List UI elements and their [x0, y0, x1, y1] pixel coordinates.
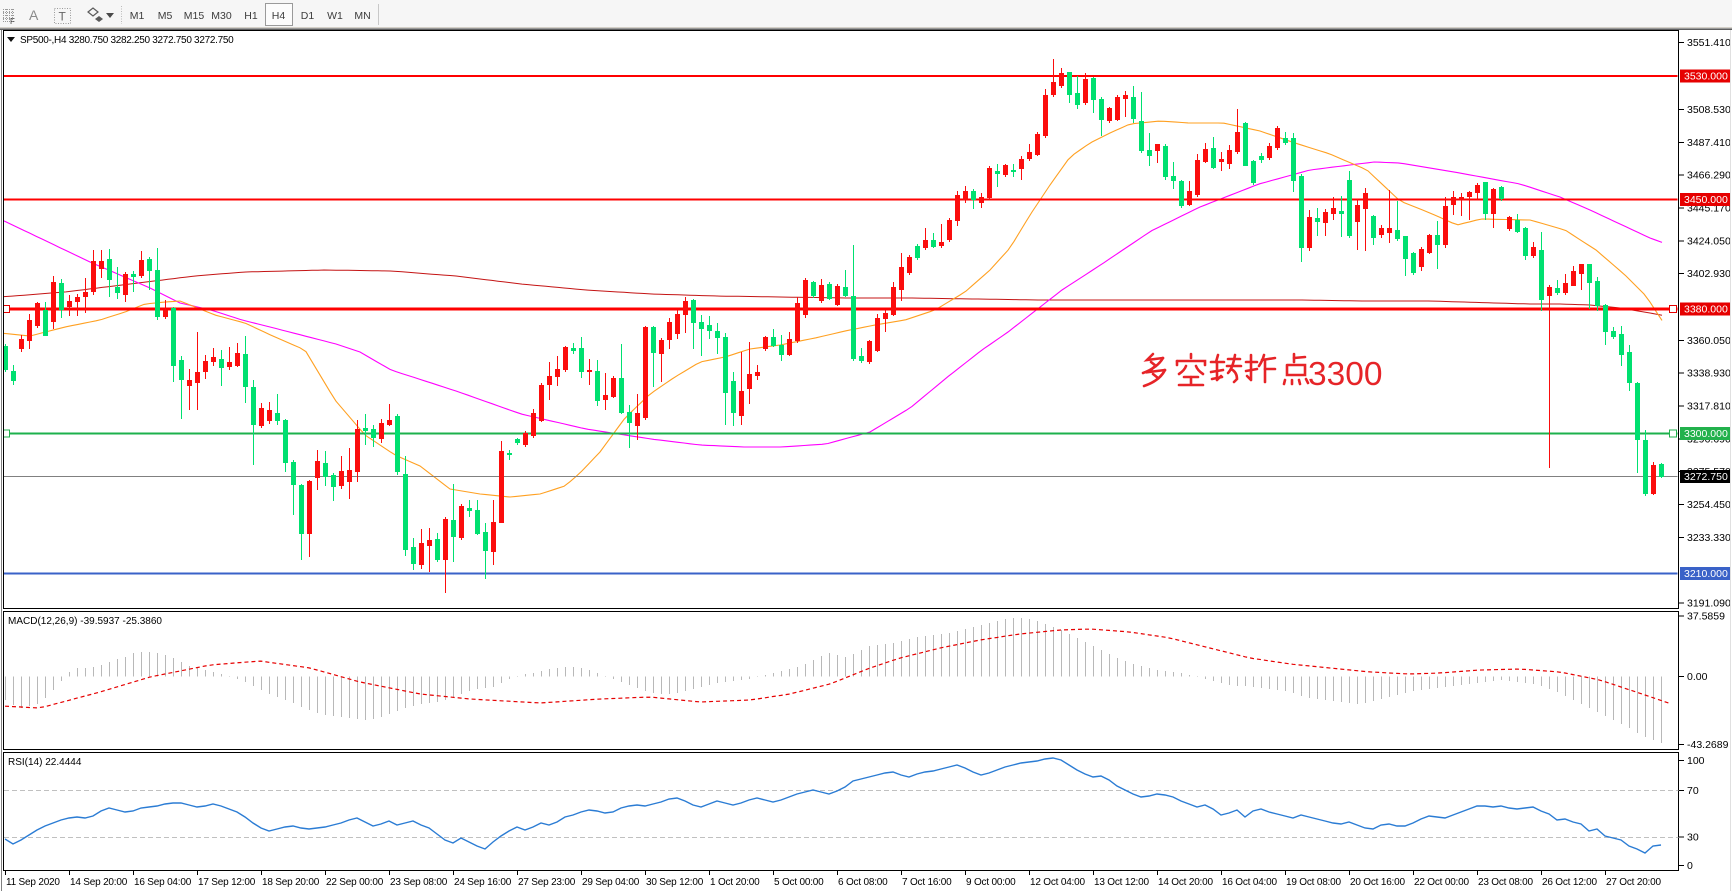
- svg-text:SP500-,H4 3280.750 3282.250 3: SP500-,H4 3280.750 3282.250 3272.750 327…: [20, 35, 234, 46]
- svg-text:3210.000: 3210.000: [1684, 568, 1728, 580]
- svg-text:16 Sep 04:00: 16 Sep 04:00: [134, 877, 192, 888]
- svg-text:27 Sep 23:00: 27 Sep 23:00: [518, 877, 576, 888]
- svg-text:3508.530: 3508.530: [1687, 104, 1731, 116]
- svg-text:3317.810: 3317.810: [1687, 401, 1731, 413]
- svg-text:23 Sep 08:00: 23 Sep 08:00: [390, 877, 448, 888]
- svg-text:H4: H4: [272, 10, 286, 22]
- svg-text:H1: H1: [244, 10, 258, 22]
- svg-text:20 Oct 16:00: 20 Oct 16:00: [1350, 877, 1405, 888]
- svg-text:M15: M15: [184, 10, 205, 22]
- svg-text:D1: D1: [301, 10, 315, 22]
- svg-text:W1: W1: [327, 10, 343, 22]
- svg-text:16 Oct 04:00: 16 Oct 04:00: [1222, 877, 1277, 888]
- svg-text:3300: 3300: [1308, 356, 1383, 393]
- svg-text:3402.930: 3402.930: [1687, 268, 1731, 280]
- svg-text:12 Oct 04:00: 12 Oct 04:00: [1030, 877, 1085, 888]
- svg-text:30: 30: [1687, 832, 1699, 844]
- svg-text:M5: M5: [158, 10, 173, 22]
- svg-text:3450.000: 3450.000: [1684, 194, 1728, 206]
- svg-text:3191.090: 3191.090: [1687, 598, 1731, 610]
- svg-text:3487.410: 3487.410: [1687, 137, 1731, 149]
- svg-text:RSI(14) 22.4444: RSI(14) 22.4444: [8, 757, 82, 768]
- svg-text:-43.2689: -43.2689: [1687, 739, 1729, 751]
- svg-text:0: 0: [1687, 860, 1693, 872]
- svg-text:13 Oct 12:00: 13 Oct 12:00: [1094, 877, 1149, 888]
- svg-text:9 Oct 00:00: 9 Oct 00:00: [966, 877, 1016, 888]
- svg-text:26 Oct 12:00: 26 Oct 12:00: [1542, 877, 1597, 888]
- svg-text:3300.000: 3300.000: [1684, 428, 1728, 440]
- svg-text:11 Sep 2020: 11 Sep 2020: [6, 877, 60, 888]
- svg-text:MN: MN: [354, 10, 370, 22]
- svg-text:3272.750: 3272.750: [1684, 471, 1728, 483]
- svg-text:100: 100: [1687, 755, 1705, 767]
- svg-text:14 Sep 20:00: 14 Sep 20:00: [70, 877, 128, 888]
- svg-text:F: F: [10, 17, 15, 26]
- svg-text:22 Oct 00:00: 22 Oct 00:00: [1414, 877, 1469, 888]
- svg-text:0.00: 0.00: [1687, 671, 1708, 683]
- svg-text:T: T: [59, 10, 67, 24]
- svg-text:37.5859: 37.5859: [1687, 611, 1725, 623]
- svg-text:17 Sep 12:00: 17 Sep 12:00: [198, 877, 256, 888]
- svg-text:18 Sep 20:00: 18 Sep 20:00: [262, 877, 320, 888]
- svg-text:3380.000: 3380.000: [1684, 304, 1728, 316]
- svg-text:A: A: [29, 7, 39, 23]
- svg-text:22 Sep 00:00: 22 Sep 00:00: [326, 877, 384, 888]
- svg-text:30 Sep 12:00: 30 Sep 12:00: [646, 877, 704, 888]
- svg-text:3360.050: 3360.050: [1687, 335, 1731, 347]
- svg-text:3424.050: 3424.050: [1687, 235, 1731, 247]
- svg-text:27 Oct 20:00: 27 Oct 20:00: [1606, 877, 1661, 888]
- svg-text:3233.330: 3233.330: [1687, 532, 1731, 544]
- svg-text:24 Sep 16:00: 24 Sep 16:00: [454, 877, 512, 888]
- svg-text:1 Oct 20:00: 1 Oct 20:00: [710, 877, 760, 888]
- svg-text:3466.290: 3466.290: [1687, 170, 1731, 182]
- svg-text:3551.410: 3551.410: [1687, 37, 1731, 49]
- svg-text:5 Oct 00:00: 5 Oct 00:00: [774, 877, 824, 888]
- svg-text:7 Oct 16:00: 7 Oct 16:00: [902, 877, 952, 888]
- svg-text:29 Sep 04:00: 29 Sep 04:00: [582, 877, 640, 888]
- svg-text:3530.000: 3530.000: [1684, 71, 1728, 83]
- svg-text:14 Oct 20:00: 14 Oct 20:00: [1158, 877, 1213, 888]
- svg-text:MACD(12,26,9) -39.5937 -25.386: MACD(12,26,9) -39.5937 -25.3860: [8, 616, 162, 627]
- svg-text:70: 70: [1687, 785, 1699, 797]
- svg-text:M1: M1: [130, 10, 145, 22]
- svg-text:3254.450: 3254.450: [1687, 499, 1731, 511]
- svg-text:M30: M30: [211, 10, 232, 22]
- svg-text:6 Oct 08:00: 6 Oct 08:00: [838, 877, 888, 888]
- svg-text:23 Oct 08:00: 23 Oct 08:00: [1478, 877, 1533, 888]
- svg-text:19 Oct 08:00: 19 Oct 08:00: [1286, 877, 1341, 888]
- svg-text:3338.930: 3338.930: [1687, 368, 1731, 380]
